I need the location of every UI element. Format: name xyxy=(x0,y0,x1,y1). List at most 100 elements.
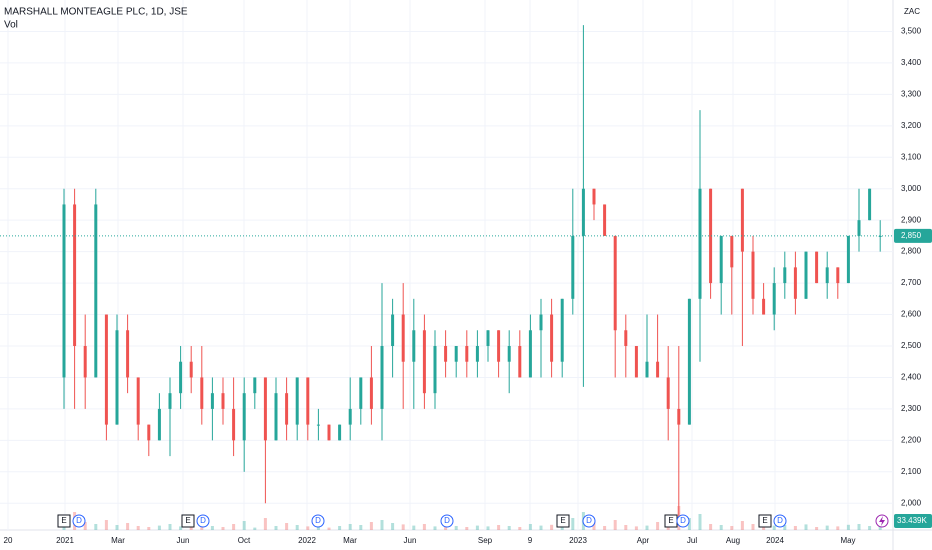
event-label[interactable]: D xyxy=(200,516,206,525)
volume-bar xyxy=(751,524,755,530)
event-label[interactable]: E xyxy=(185,516,190,525)
volume-bar xyxy=(327,527,331,530)
candle-body xyxy=(157,408,161,441)
y-tick-label: 2,500 xyxy=(901,341,922,350)
dividend-marker[interactable] xyxy=(676,514,690,528)
volume-bar xyxy=(804,524,808,530)
event-label[interactable]: E xyxy=(61,516,66,525)
candle-body xyxy=(401,314,405,362)
volume-bar xyxy=(253,527,257,530)
volume-bar xyxy=(422,524,426,530)
candle-body xyxy=(295,377,299,425)
event-label[interactable]: D xyxy=(586,516,592,525)
x-tick-label: Jun xyxy=(404,536,417,545)
candle-body xyxy=(475,345,479,362)
candle-body xyxy=(603,204,607,236)
candle-body xyxy=(253,377,257,394)
y-tick-label: 2,400 xyxy=(901,373,922,382)
volume-bar xyxy=(518,527,522,530)
y-tick-label: 2,200 xyxy=(901,435,922,444)
volume-bar xyxy=(338,526,342,530)
volume-bar xyxy=(624,525,628,530)
candle-body xyxy=(698,188,702,299)
event-label[interactable]: E xyxy=(762,516,767,525)
volume-bar xyxy=(475,525,479,530)
volume-bar xyxy=(497,525,501,530)
candle-body xyxy=(391,314,395,346)
candle-body xyxy=(380,345,384,409)
event-label[interactable]: D xyxy=(315,516,321,525)
candle-body xyxy=(179,361,183,394)
x-tick-label: Jul xyxy=(687,536,697,545)
candle-body xyxy=(634,345,638,378)
volume-bar xyxy=(634,526,638,530)
volume-bar xyxy=(147,527,151,530)
dividend-marker[interactable] xyxy=(311,514,325,528)
volume-bar xyxy=(698,514,702,530)
candle-body xyxy=(136,377,140,425)
volume-bar xyxy=(115,525,119,530)
volume-bar xyxy=(157,525,161,530)
earnings-marker[interactable] xyxy=(556,514,570,528)
earnings-marker[interactable] xyxy=(181,514,195,528)
chart-title: MARSHALL MONTEAGLE PLC, 1D, JSE xyxy=(4,7,188,18)
candle-body xyxy=(719,235,723,284)
volume-bar xyxy=(263,518,267,530)
candle-body xyxy=(804,251,808,299)
candle-body xyxy=(592,188,596,205)
volume-bar xyxy=(306,526,310,530)
candle-body xyxy=(709,188,713,284)
volume-bar xyxy=(316,527,320,530)
x-tick-label: 2023 xyxy=(569,536,587,545)
earnings-marker[interactable] xyxy=(57,514,71,528)
volume-bar xyxy=(380,520,384,530)
volume-bar xyxy=(528,524,532,530)
candle-body xyxy=(836,267,840,284)
candle-body xyxy=(200,377,204,409)
volume-bar xyxy=(126,523,130,530)
currency[interactable]: ZAC xyxy=(904,7,920,16)
volume-bar xyxy=(846,524,850,530)
candle-body xyxy=(793,267,797,299)
x-tick-label: Mar xyxy=(111,536,125,545)
volume-bar xyxy=(412,525,416,530)
volume-bar xyxy=(709,524,713,530)
volume-bar xyxy=(94,524,98,530)
earnings-marker[interactable] xyxy=(758,514,772,528)
volume-bar xyxy=(210,526,214,530)
event-label[interactable]: D xyxy=(680,516,686,525)
volume-bar xyxy=(486,526,490,530)
candle-body xyxy=(857,220,861,236)
candle-body xyxy=(348,408,352,425)
candle-body xyxy=(613,235,617,331)
event-label[interactable]: D xyxy=(76,516,82,525)
candle-body xyxy=(412,330,416,362)
candle-body xyxy=(338,424,342,441)
candle-body xyxy=(645,361,649,378)
y-tick-label: 2,900 xyxy=(901,215,922,224)
volume-bar xyxy=(730,526,734,530)
dividend-marker[interactable] xyxy=(440,514,454,528)
x-tick-label: Aug xyxy=(726,536,740,545)
candle-body xyxy=(327,424,331,441)
dividend-marker[interactable] xyxy=(72,514,86,528)
volume-bar xyxy=(274,526,278,530)
volume-bar xyxy=(836,526,840,530)
candle-body xyxy=(274,393,278,441)
dividend-marker[interactable] xyxy=(582,514,596,528)
volume-bar xyxy=(179,526,183,530)
event-label[interactable]: E xyxy=(668,516,673,525)
event-label[interactable]: D xyxy=(444,516,450,525)
volume-bar xyxy=(793,526,797,530)
volume-bar xyxy=(815,527,819,530)
x-tick-label: 9 xyxy=(528,536,533,545)
event-label[interactable]: E xyxy=(560,516,565,525)
y-tick-label: 3,100 xyxy=(901,152,922,161)
candle-body xyxy=(486,330,490,346)
dividend-marker[interactable] xyxy=(773,514,787,528)
volume-label: Vol xyxy=(4,20,18,31)
event-label[interactable]: D xyxy=(777,516,783,525)
volume-bar xyxy=(539,525,543,530)
dividend-marker[interactable] xyxy=(196,514,210,528)
volume-bar xyxy=(83,522,87,530)
